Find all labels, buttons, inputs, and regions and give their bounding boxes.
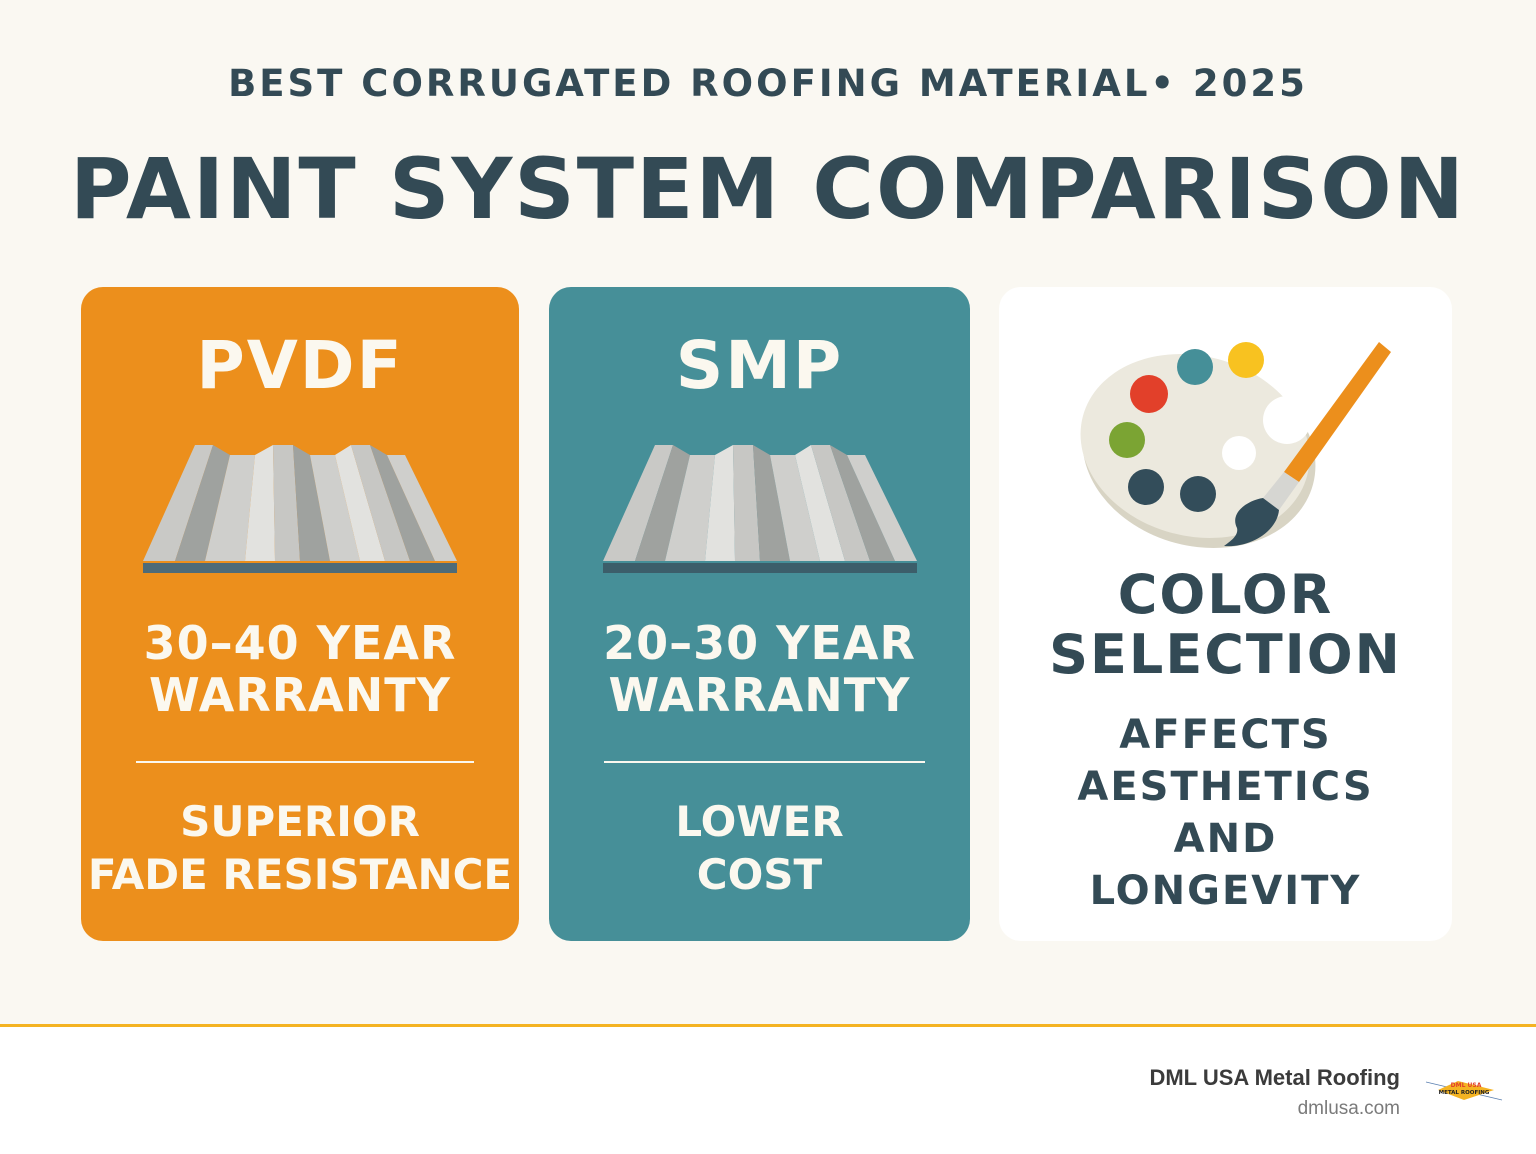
svg-text:METAL ROOFING: METAL ROOFING — [1439, 1090, 1490, 1096]
subtitle: BEST CORRUGATED ROOFING MATERIAL• 2025 — [228, 62, 1308, 105]
corrugated-sheet-icon — [143, 445, 457, 573]
heading-line: COLOR — [1117, 563, 1334, 626]
warranty-years: 20–30 YEAR — [603, 616, 916, 670]
page-title: PAINT SYSTEM COMPARISON — [70, 140, 1466, 238]
color-selection-card: COLOR SELECTION AFFECTS AESTHETICS AND L… — [999, 287, 1452, 941]
footer-accent-line — [0, 1024, 1536, 1027]
warranty-label: WARRANTY — [149, 668, 451, 722]
desc-line: LONGEVITY — [1089, 868, 1362, 914]
benefit-line: LOWER — [675, 797, 844, 846]
benefit-text: LOWER COST — [549, 795, 970, 901]
paint-palette-icon — [1080, 342, 1391, 548]
benefit-text: SUPERIOR FADE RESISTANCE — [81, 795, 519, 901]
warranty-text: 20–30 YEAR WARRANTY — [549, 617, 970, 721]
desc-line: AESTHETICS — [1077, 764, 1374, 810]
corrugated-sheet-icon — [602, 445, 917, 573]
divider — [136, 761, 474, 763]
infographic-canvas: BEST CORRUGATED ROOFING MATERIAL• 2025 P… — [0, 0, 1536, 1024]
heading-line: SELECTION — [1049, 623, 1402, 686]
brand-url[interactable]: dmlusa.com — [1297, 1098, 1400, 1119]
card-title: PVDF — [196, 327, 404, 404]
divider — [604, 761, 925, 763]
desc-line: AND — [1173, 816, 1278, 862]
brand-name: DML USA Metal Roofing — [1149, 1065, 1400, 1090]
color-selection-heading: COLOR SELECTION — [999, 565, 1452, 685]
color-selection-description: AFFECTS AESTHETICS AND LONGEVITY — [999, 709, 1452, 917]
svg-text:DML USA: DML USA — [1451, 1082, 1482, 1089]
benefit-line: COST — [696, 850, 823, 899]
benefit-line: SUPERIOR — [180, 797, 420, 846]
pvdf-card: PVDF 30–40 YEAR WARRANTY SUPERIOR FADE R… — [81, 287, 519, 941]
dml-usa-logo-icon: DML USA METAL ROOFING — [1425, 1081, 1503, 1101]
desc-line: AFFECTS — [1119, 712, 1332, 758]
warranty-years: 30–40 YEAR — [143, 616, 457, 670]
card-title: SMP — [675, 327, 844, 404]
smp-card: SMP 20–30 YEAR WARRANTY LOWER COST — [549, 287, 970, 941]
warranty-text: 30–40 YEAR WARRANTY — [81, 617, 519, 721]
benefit-line: FADE RESISTANCE — [87, 850, 513, 899]
warranty-label: WARRANTY — [608, 668, 911, 722]
